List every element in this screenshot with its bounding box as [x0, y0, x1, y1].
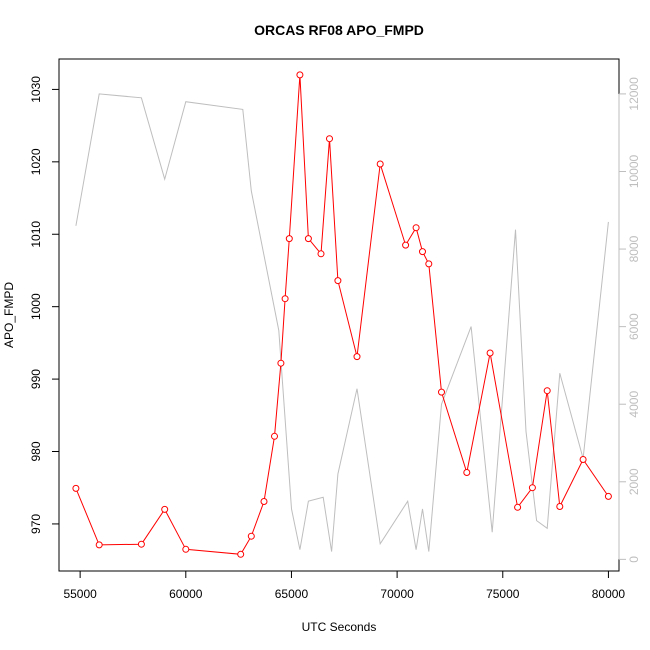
apo-fmpd-point	[182, 545, 190, 553]
apo-fmpd-point	[260, 498, 268, 505]
x-tick-label: 70000	[380, 587, 414, 601]
chart-title: ORCAS RF08 APO_FMPD	[254, 22, 424, 38]
apo-fmpd-point	[514, 503, 522, 511]
plot-frame	[58, 58, 620, 572]
apo-fmpd-point	[95, 541, 103, 549]
apo-fmpd-point	[402, 241, 410, 249]
apo-fmpd-point	[334, 277, 342, 285]
apo-fmpd-point	[376, 160, 384, 168]
x-axis-label: UTC Seconds	[302, 620, 377, 634]
apo-fmpd-point	[486, 349, 494, 357]
secondary-series-line	[75, 93, 609, 552]
x-tick-label: 65000	[275, 587, 309, 601]
y-tick-label: 1020	[29, 148, 43, 175]
y-tick-label: 980	[29, 441, 43, 461]
x-tick-label: 55000	[63, 587, 97, 601]
apo-fmpd-point	[425, 260, 433, 268]
apo-fmpd-point	[137, 540, 145, 548]
apo-fmpd-point	[281, 295, 289, 303]
apo-fmpd-point	[161, 505, 169, 513]
apo-fmpd-point	[72, 484, 80, 492]
apo-fmpd-point	[412, 224, 420, 232]
apo-fmpd-point	[543, 387, 551, 395]
apo-fmpd-point	[285, 235, 293, 243]
x-axis: 55000 60000 65000 70000 75000 80000	[63, 570, 626, 601]
series-layer	[72, 71, 612, 558]
y2-tick-label: 6000	[627, 313, 641, 340]
y2-tick-label: 4000	[627, 391, 641, 418]
apo-fmpd-point	[326, 135, 333, 143]
y2-tick-label: 12000	[627, 77, 641, 111]
apo-fmpd-point	[528, 484, 536, 492]
apo-fmpd-point	[556, 503, 564, 510]
apo-fmpd-point	[604, 492, 612, 500]
apo-fmpd-point	[463, 469, 471, 476]
apo-fmpd-point	[419, 248, 426, 256]
apo-fmpd-point	[579, 456, 587, 463]
y-axis-left: 970 980 990 1000 1010 1020 1030	[29, 76, 60, 534]
y-tick-label: 1000	[29, 293, 43, 320]
x-tick-label: 60000	[169, 587, 203, 601]
x-tick-label: 75000	[486, 587, 520, 601]
apo-fmpd-point	[271, 432, 278, 440]
x-tick-label: 80000	[592, 587, 626, 601]
y2-tick-label: 2000	[627, 468, 641, 495]
apo-fmpd-point	[317, 250, 325, 258]
y2-tick-label: 0	[627, 556, 641, 563]
y-tick-label: 1030	[29, 76, 43, 103]
apo-fmpd-point	[237, 550, 245, 558]
y-tick-label: 990	[29, 369, 43, 389]
y-tick-label: 970	[29, 514, 43, 534]
y2-tick-label: 8000	[627, 235, 641, 262]
y2-tick-label: 10000	[627, 154, 641, 188]
y-axis-label: APO_FMPD	[2, 282, 16, 348]
apo-fmpd-point	[438, 388, 445, 396]
apo-fmpd-point	[247, 532, 255, 540]
apo-fmpd-point	[296, 71, 304, 79]
apo-fmpd-point	[277, 359, 285, 367]
y-axis-right: 0 2000 4000 6000 8000 10000 12000	[618, 77, 641, 563]
y-tick-label: 1010	[29, 221, 43, 248]
apo-fmpd-point	[304, 235, 312, 243]
apo-fmpd-point	[353, 353, 361, 361]
